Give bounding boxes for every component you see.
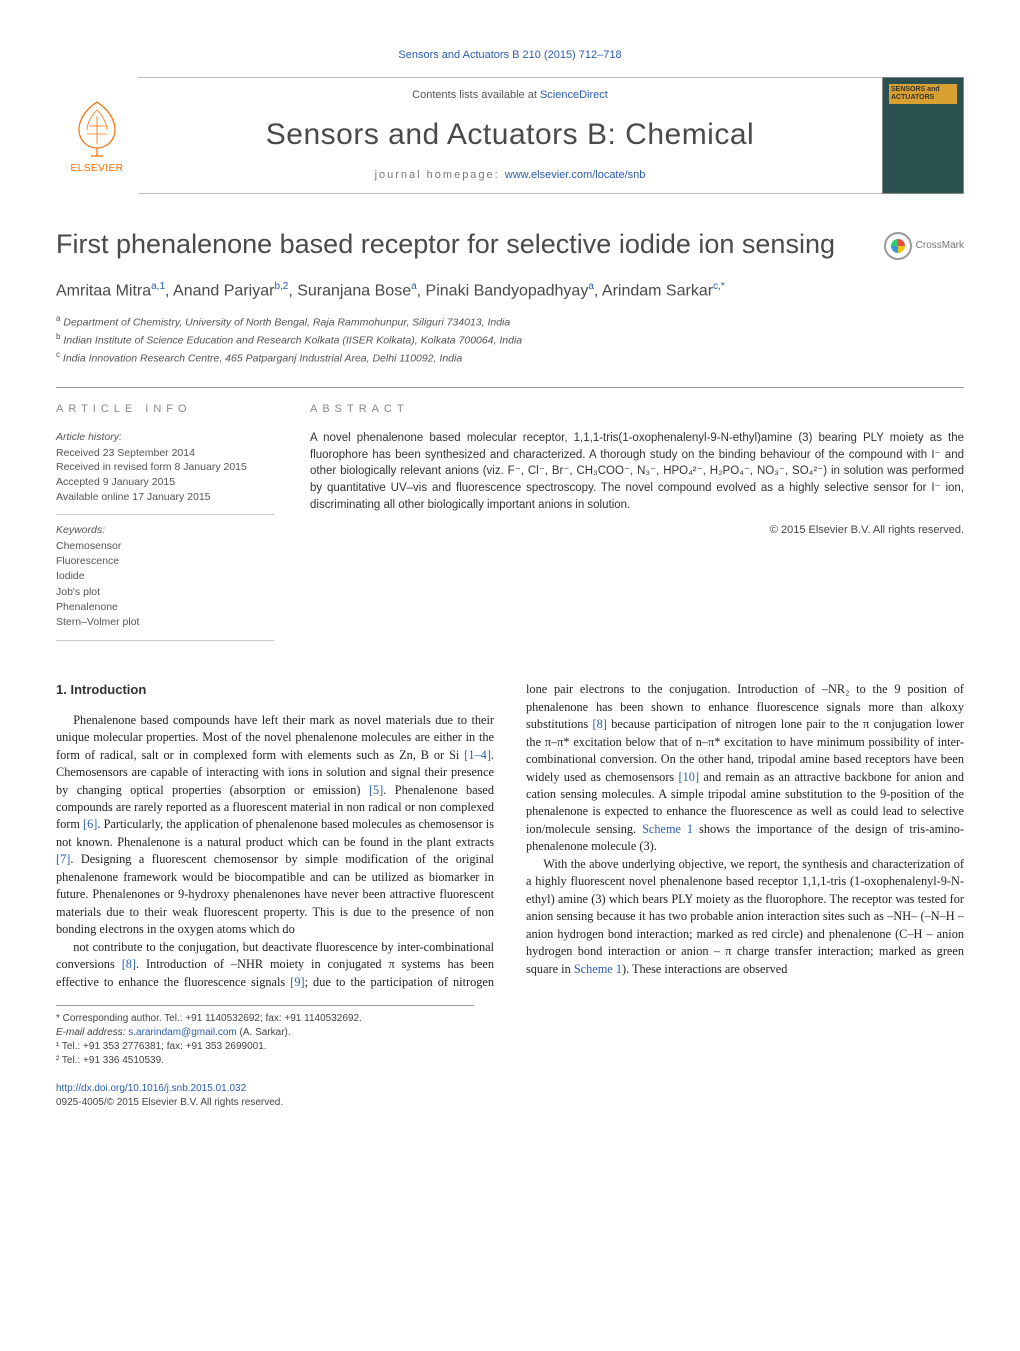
keyword-item: Stern–Volmer plot bbox=[56, 615, 274, 630]
abstract-copyright: © 2015 Elsevier B.V. All rights reserved… bbox=[310, 523, 964, 538]
journal-name: Sensors and Actuators B: Chemical bbox=[266, 114, 754, 156]
keyword-item: Chemosensor bbox=[56, 539, 274, 554]
issn-copyright-line: 0925-4005/© 2015 Elsevier B.V. All right… bbox=[56, 1096, 964, 1110]
article-title: First phenalenone based receptor for sel… bbox=[56, 226, 884, 264]
doi-block: http://dx.doi.org/10.1016/j.snb.2015.01.… bbox=[56, 1082, 964, 1110]
keyword-item: Fluorescence bbox=[56, 554, 274, 569]
corresponding-email-link[interactable]: s.ararindam@gmail.com bbox=[128, 1027, 237, 1038]
history-line: Accepted 9 January 2015 bbox=[56, 475, 274, 490]
contents-available-line: Contents lists available at ScienceDirec… bbox=[412, 88, 608, 103]
journal-homepage-line: journal homepage: www.elsevier.com/locat… bbox=[375, 168, 646, 183]
keywords-list: ChemosensorFluorescenceIodideJob's plotP… bbox=[56, 539, 274, 630]
cover-label: SENSORS and ACTUATORS bbox=[891, 86, 963, 101]
footnote-1: ¹ Tel.: +91 353 2776381; fax: +91 353 26… bbox=[56, 1040, 474, 1054]
email-line: E-mail address: s.ararindam@gmail.com (A… bbox=[56, 1026, 474, 1040]
citation-link[interactable]: [9] bbox=[290, 975, 304, 989]
citation-link[interactable]: [10] bbox=[679, 770, 700, 784]
journal-masthead: ELSEVIER Contents lists available at Sci… bbox=[56, 77, 964, 194]
publisher-logo: ELSEVIER bbox=[56, 77, 138, 194]
email-suffix: (A. Sarkar). bbox=[237, 1027, 291, 1038]
contents-prefix: Contents lists available at bbox=[412, 89, 540, 101]
citation-link[interactable]: [8] bbox=[122, 957, 136, 971]
history-line: Available online 17 January 2015 bbox=[56, 490, 274, 505]
affiliation-line: b Indian Institute of Science Education … bbox=[56, 331, 964, 349]
running-head: Sensors and Actuators B 210 (2015) 712–7… bbox=[56, 48, 964, 63]
citation-link[interactable]: Scheme 1 bbox=[642, 822, 693, 836]
affiliations: a Department of Chemistry, University of… bbox=[56, 313, 964, 368]
citation-link[interactable]: [5] bbox=[369, 783, 383, 797]
affiliation-line: c India Innovation Research Centre, 465 … bbox=[56, 349, 964, 367]
keywords-heading: Keywords: bbox=[56, 523, 274, 538]
body-paragraph-1: Phenalenone based compounds have left th… bbox=[56, 712, 494, 939]
footnote-2: ² Tel.: +91 336 4510539. bbox=[56, 1054, 474, 1068]
doi-link[interactable]: http://dx.doi.org/10.1016/j.snb.2015.01.… bbox=[56, 1083, 246, 1094]
section-heading-intro: 1. Introduction bbox=[56, 681, 494, 699]
crossmark-badge[interactable]: CrossMark bbox=[884, 232, 964, 260]
affiliation-line: a Department of Chemistry, University of… bbox=[56, 313, 964, 331]
citation-link[interactable]: [6] bbox=[83, 817, 97, 831]
history-lines: Received 23 September 2014Received in re… bbox=[56, 446, 274, 505]
citation-link[interactable]: [1–4] bbox=[464, 748, 491, 762]
corresponding-author-note: * Corresponding author. Tel.: +91 114053… bbox=[56, 1012, 474, 1026]
citation-link[interactable]: [7] bbox=[56, 852, 70, 866]
history-line: Received 23 September 2014 bbox=[56, 446, 274, 461]
publisher-name: ELSEVIER bbox=[71, 162, 124, 176]
sciencedirect-link[interactable]: ScienceDirect bbox=[540, 89, 608, 101]
article-info-panel: ARTICLE INFO Article history: Received 2… bbox=[56, 402, 274, 649]
citation-link[interactable]: Scheme 1 bbox=[574, 962, 622, 976]
keyword-item: Job's plot bbox=[56, 585, 274, 600]
crossmark-icon bbox=[884, 232, 912, 260]
keyword-item: Phenalenone bbox=[56, 600, 274, 615]
abstract-heading: ABSTRACT bbox=[310, 402, 964, 417]
elsevier-tree-icon bbox=[65, 96, 129, 160]
journal-homepage-link[interactable]: www.elsevier.com/locate/snb bbox=[505, 169, 646, 181]
article-body: 1. Introduction Phenalenone based compou… bbox=[56, 681, 964, 991]
keyword-item: Iodide bbox=[56, 569, 274, 584]
citation-link[interactable]: [8] bbox=[593, 717, 607, 731]
article-info-heading: ARTICLE INFO bbox=[56, 402, 274, 417]
crossmark-label: CrossMark bbox=[916, 239, 964, 253]
journal-cover-thumbnail: SENSORS and ACTUATORS bbox=[882, 77, 964, 194]
author-list: Amritaa Mitraa,1, Anand Pariyarb,2, Sura… bbox=[56, 280, 964, 303]
abstract-text: A novel phenalenone based molecular rece… bbox=[310, 430, 964, 513]
homepage-label: journal homepage: bbox=[375, 169, 505, 181]
footnotes: * Corresponding author. Tel.: +91 114053… bbox=[56, 1005, 474, 1068]
body-paragraph-3: With the above underlying objective, we … bbox=[526, 856, 964, 978]
email-label: E-mail address: bbox=[56, 1027, 128, 1038]
abstract-panel: ABSTRACT A novel phenalenone based molec… bbox=[310, 402, 964, 649]
history-heading: Article history: bbox=[56, 430, 274, 445]
history-line: Received in revised form 8 January 2015 bbox=[56, 460, 274, 475]
